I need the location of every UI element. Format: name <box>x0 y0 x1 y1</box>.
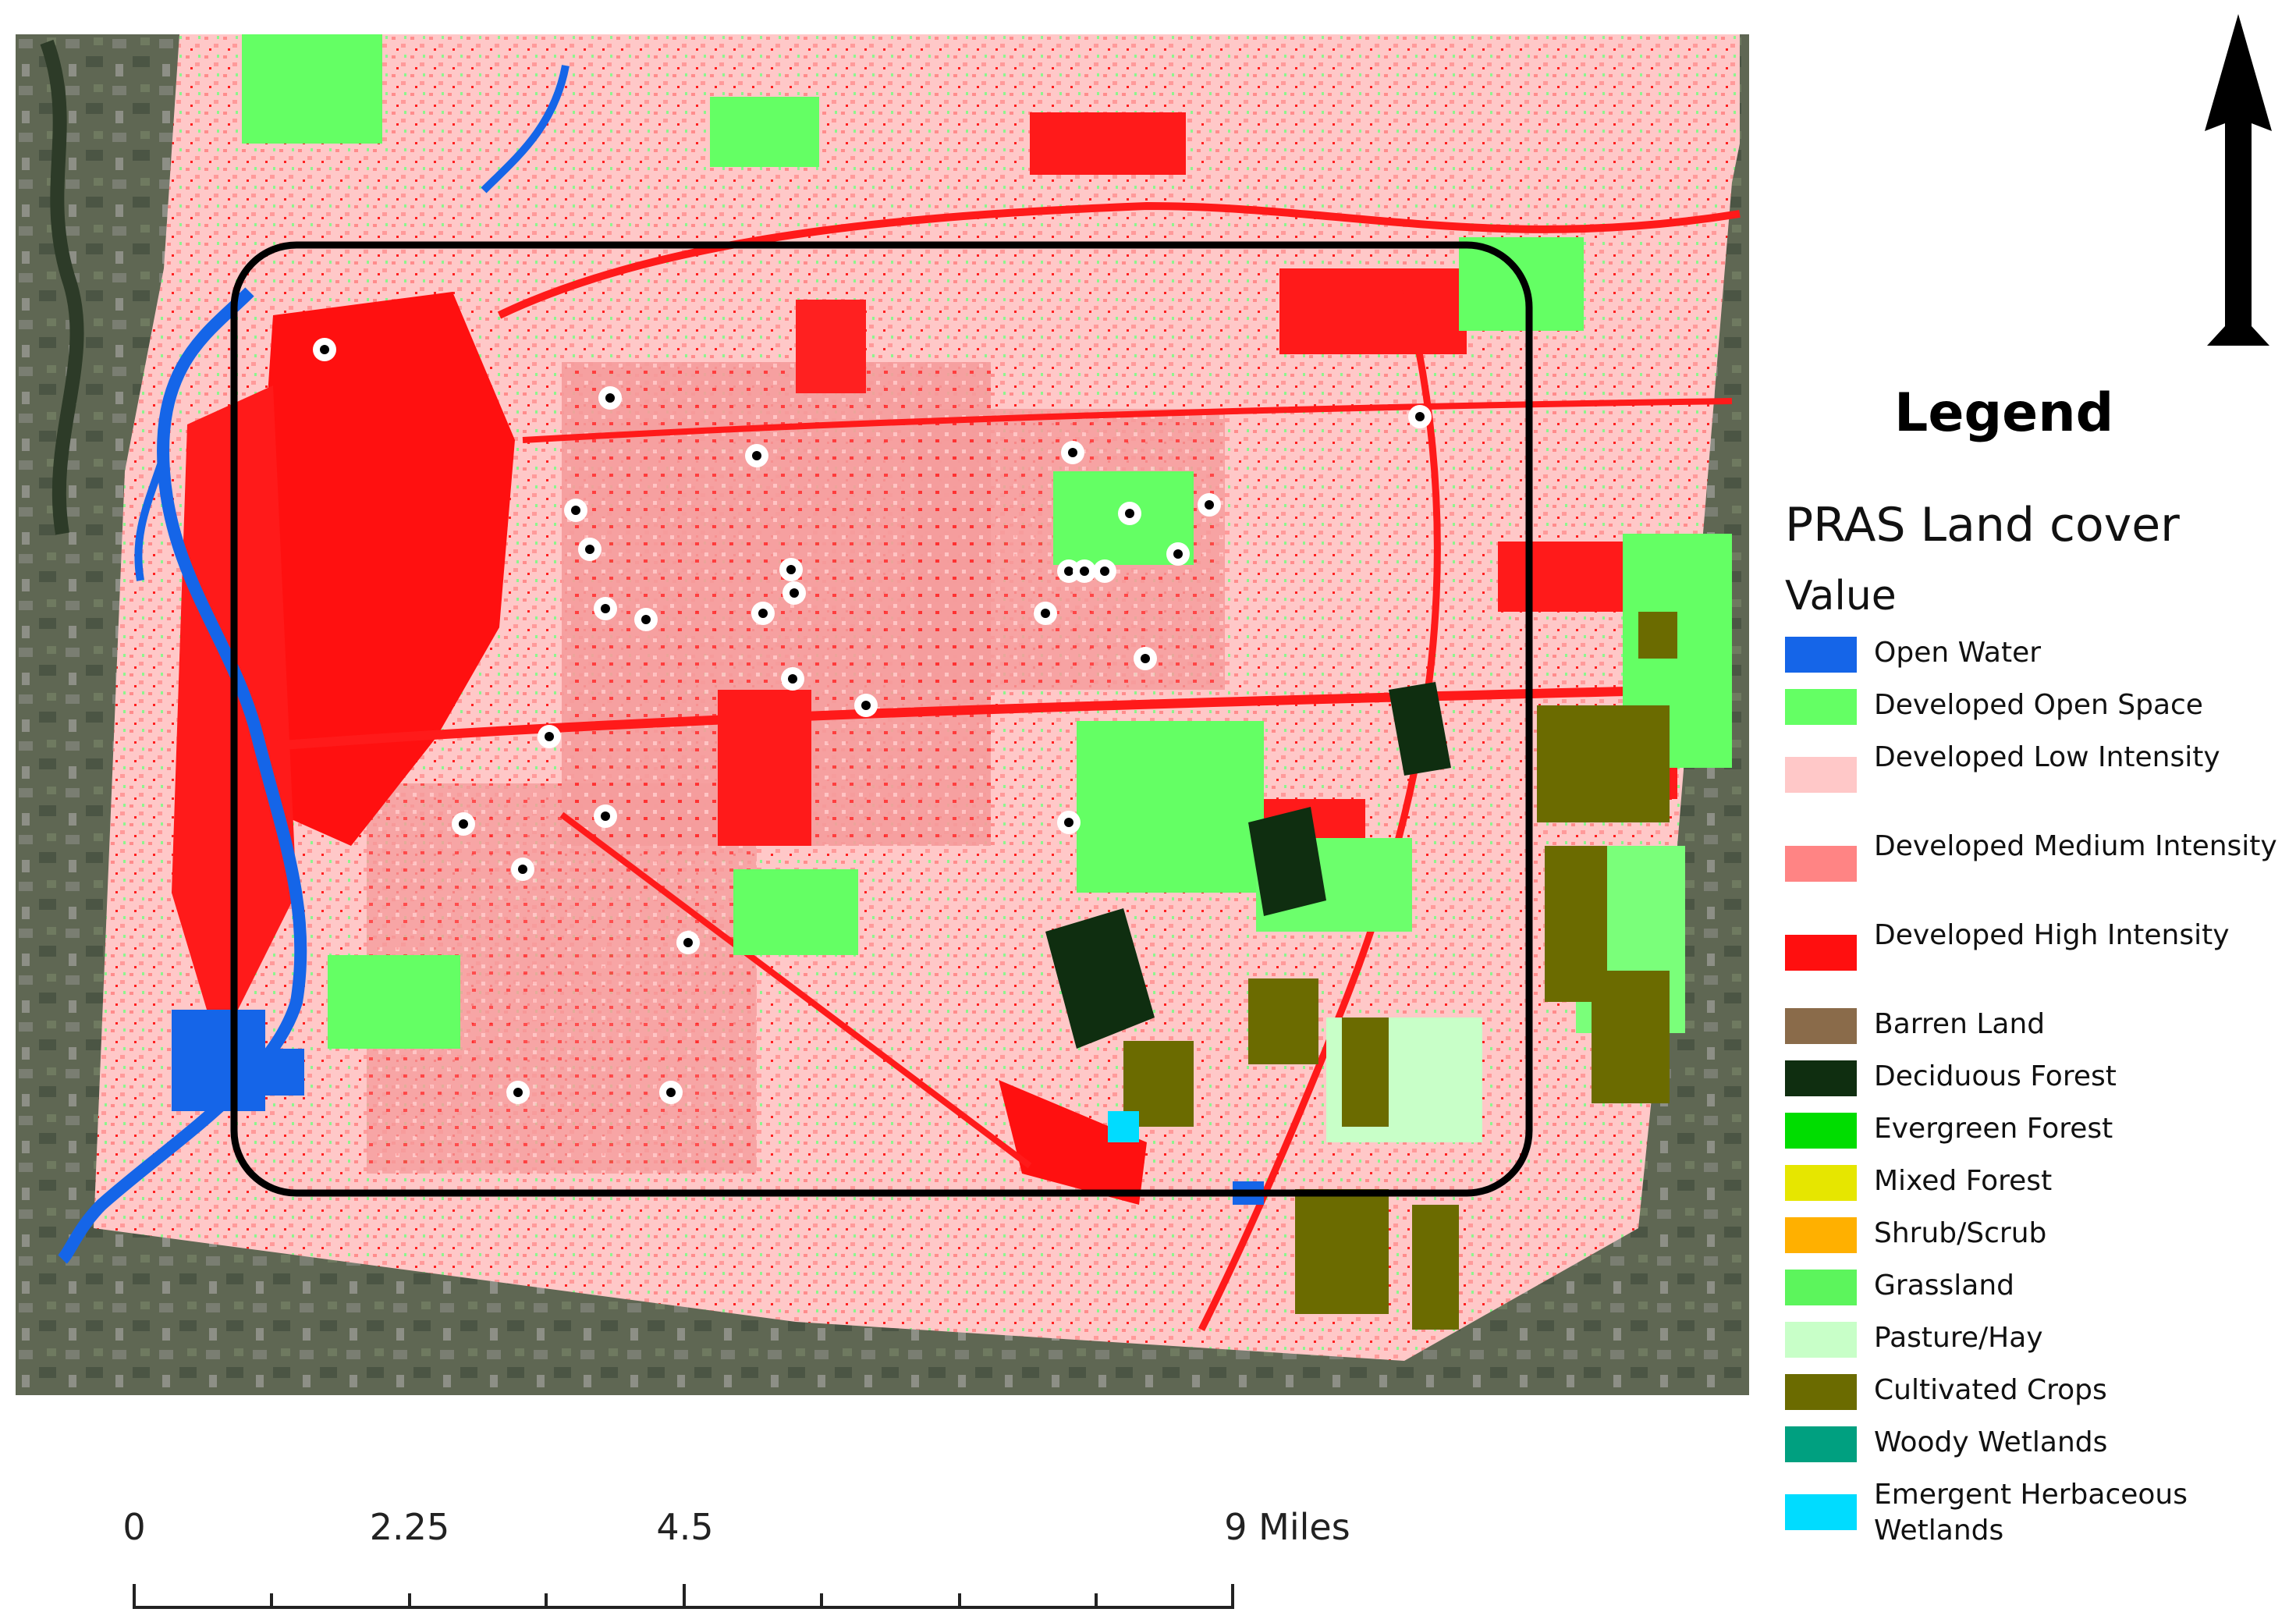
sample-point <box>1034 602 1057 625</box>
sample-point <box>676 931 700 954</box>
legend-swatch <box>1785 1270 1857 1305</box>
legend-item: Open Water <box>1785 637 2284 689</box>
sample-point <box>659 1081 683 1104</box>
legend-swatch <box>1785 1165 1857 1201</box>
legend-item: Shrub/Scrub <box>1785 1217 2284 1270</box>
sample-point <box>538 725 561 748</box>
legend-item: Developed Low Intensity <box>1785 741 2284 830</box>
sample-point <box>1408 405 1432 428</box>
legend-label: Shrub/Scrub <box>1874 1217 2047 1249</box>
sample-point <box>506 1081 530 1104</box>
legend-label: Developed High Intensity <box>1874 919 2230 951</box>
legend-item: Cultivated Crops <box>1785 1374 2284 1426</box>
legend-label: Developed Medium Intensity <box>1874 830 2277 862</box>
sample-point <box>1057 811 1081 834</box>
legend-label: Open Water <box>1874 637 2042 669</box>
sample-point <box>511 858 534 881</box>
legend-swatch <box>1785 757 1857 793</box>
legend-swatch <box>1785 935 1857 971</box>
legend-swatch <box>1785 1217 1857 1253</box>
sample-point <box>598 386 622 410</box>
sample-point <box>1166 542 1190 566</box>
legend-item: Deciduous Forest <box>1785 1060 2284 1113</box>
legend-label: Woody Wetlands <box>1874 1426 2108 1458</box>
sample-point <box>782 581 806 605</box>
legend-label: Evergreen Forest <box>1874 1113 2113 1145</box>
legend-item: Grassland <box>1785 1270 2284 1322</box>
legend-swatch <box>1785 1322 1857 1358</box>
scale-bar-ruler <box>133 1584 1234 1609</box>
legend-swatch <box>1785 1374 1857 1410</box>
legend-field-name: Value <box>1785 573 1897 620</box>
legend-item: Pasture/Hay <box>1785 1322 2284 1374</box>
sample-point <box>751 602 775 625</box>
scale-label-4-5: 4.5 <box>656 1506 714 1548</box>
legend-panel: Legend PRAS Land cover Value Open Water D… <box>1769 382 2284 1584</box>
sample-point <box>1118 502 1141 525</box>
legend-item: Emergent Herbaceous Wetlands <box>1785 1479 2284 1568</box>
legend-swatch <box>1785 1060 1857 1096</box>
legend-swatch <box>1785 1008 1857 1044</box>
land-cover-map <box>16 34 1749 1395</box>
land-cover-raster <box>57 34 1741 1361</box>
sample-point <box>745 444 768 467</box>
legend-label: Developed Open Space <box>1874 689 2203 721</box>
legend-swatch <box>1785 1494 1857 1530</box>
legend-label: Developed Low Intensity <box>1874 741 2220 773</box>
sample-point <box>594 597 617 620</box>
sample-point <box>781 667 804 691</box>
legend-label: Cultivated Crops <box>1874 1374 2107 1406</box>
sample-point <box>1134 647 1157 670</box>
sample-point <box>594 804 617 828</box>
sample-point <box>578 538 602 561</box>
legend-label: Emergent Herbaceous Wetlands <box>1874 1479 2188 1547</box>
scale-label-9-miles: 9 Miles <box>1224 1506 1350 1548</box>
legend-item: Developed Open Space <box>1785 689 2284 741</box>
legend-item: Woody Wetlands <box>1785 1426 2284 1479</box>
legend-title: Legend <box>1894 382 2114 444</box>
sample-points <box>313 338 1432 1104</box>
legend-label: Pasture/Hay <box>1874 1322 2043 1354</box>
sample-point <box>634 608 658 631</box>
legend-item: Mixed Forest <box>1785 1165 2284 1217</box>
legend-label: Deciduous Forest <box>1874 1060 2117 1092</box>
north-arrow-icon <box>2205 14 2272 346</box>
legend-swatch <box>1785 846 1857 882</box>
legend-layer-name: PRAS Land cover <box>1785 498 2180 552</box>
scale-label-0: 0 <box>122 1506 146 1548</box>
legend-label: Grassland <box>1874 1270 2014 1302</box>
legend-label: Mixed Forest <box>1874 1165 2053 1197</box>
study-area-boundary <box>230 241 1533 1197</box>
legend-swatch <box>1785 637 1857 673</box>
legend-item: Evergreen Forest <box>1785 1113 2284 1165</box>
sample-point <box>1198 493 1221 517</box>
sample-point <box>1073 559 1096 583</box>
legend-label: Barren Land <box>1874 1008 2046 1040</box>
legend-item: Barren Land <box>1785 1008 2284 1060</box>
sample-point <box>779 558 803 581</box>
legend-item: Developed High Intensity <box>1785 919 2284 1008</box>
sample-point <box>1061 441 1084 464</box>
sample-point <box>854 694 878 717</box>
map-panel[interactable] <box>16 34 1749 1395</box>
legend-swatch <box>1785 689 1857 725</box>
legend-swatch <box>1785 1113 1857 1149</box>
legend-item: Developed Medium Intensity <box>1785 830 2284 919</box>
legend-swatch <box>1785 1426 1857 1462</box>
sample-point <box>1093 559 1116 583</box>
sample-point <box>452 812 475 836</box>
scale-label-2-25: 2.25 <box>369 1506 450 1548</box>
sample-point <box>313 338 336 361</box>
sample-point <box>564 499 587 522</box>
